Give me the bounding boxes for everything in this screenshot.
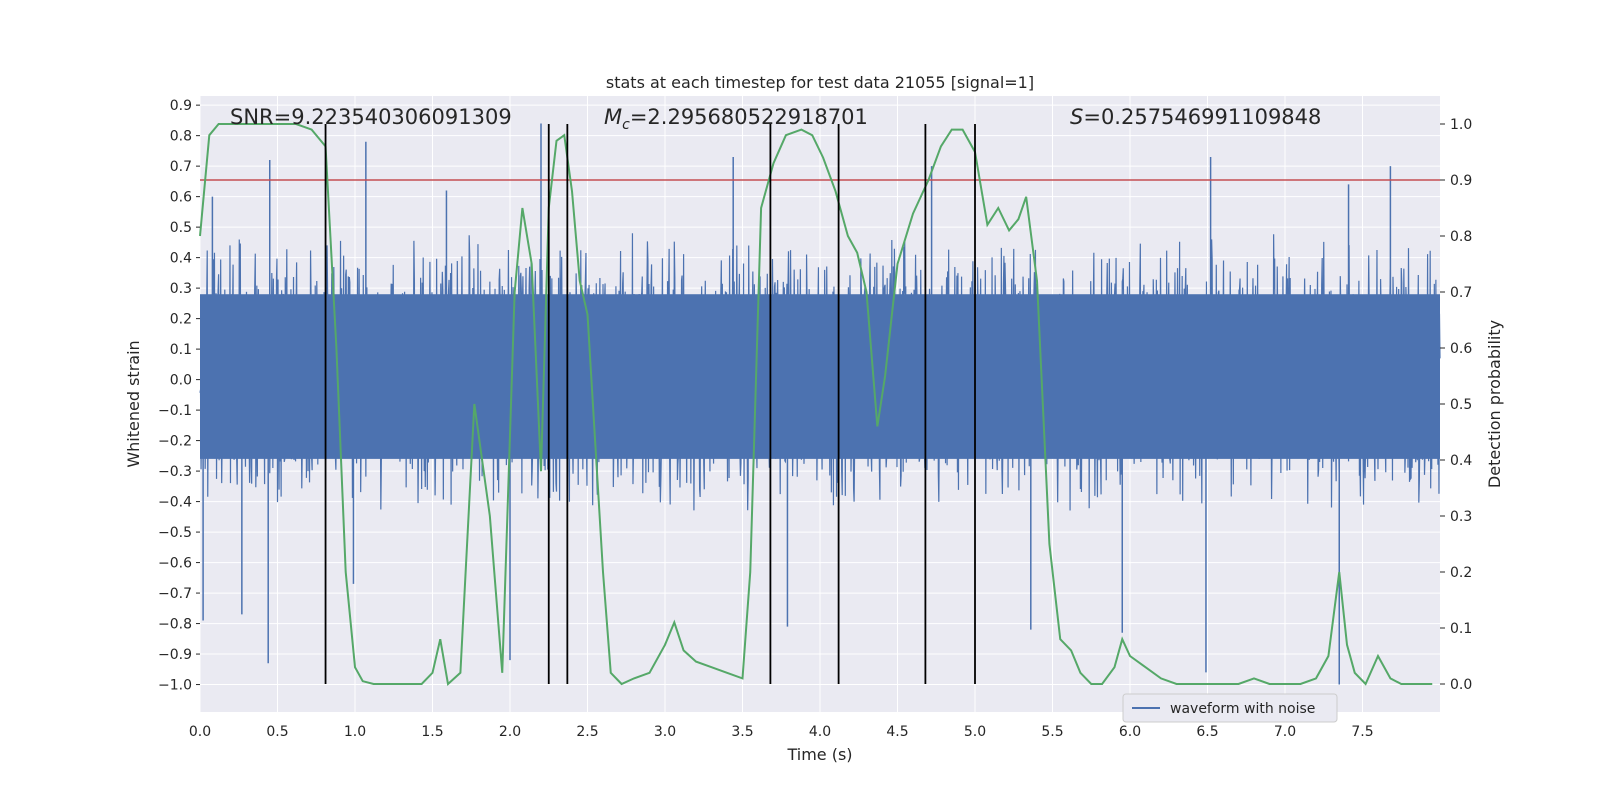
y2-tick-label: 0.1 xyxy=(1450,621,1472,637)
y2-axis-label: Detection probability xyxy=(1485,320,1504,488)
y-tick-label: −0.5 xyxy=(158,525,192,541)
legend-label: waveform with noise xyxy=(1170,701,1315,717)
y2-tick-label: 0.6 xyxy=(1450,341,1472,357)
s-annotation: S=0.257546991109848 xyxy=(1070,105,1321,129)
mc-subscript: c xyxy=(622,117,630,133)
legend: waveform with noise xyxy=(1122,693,1338,723)
x-tick-label: 1.5 xyxy=(421,724,443,740)
snr-annotation: SNR=9.223540306091309 xyxy=(230,105,512,129)
y-tick-label: −1.0 xyxy=(158,678,192,694)
mc-value: =2.295680522918701 xyxy=(630,105,868,129)
y-tick-label: −0.4 xyxy=(158,495,192,511)
y-tick-label: −0.1 xyxy=(158,403,192,419)
x-tick-label: 3.5 xyxy=(731,724,753,740)
y2-tick-label: 0.0 xyxy=(1450,677,1472,693)
waveform-series xyxy=(199,123,1441,685)
chart-title: stats at each timestep for test data 210… xyxy=(606,73,1034,92)
s-value: =0.257546991109848 xyxy=(1083,105,1321,129)
x-ticks: 0.0 0.5 1.0 1.5 2.0 2.5 3.0 3.5 4.0 4.5 5.0 5.5 6.0 6… xyxy=(189,724,1374,740)
y2-tick-label: 1.0 xyxy=(1450,117,1472,133)
y-tick-label: 0.1 xyxy=(170,342,192,358)
waveform-core xyxy=(200,294,1440,459)
y2-tick-label: 0.3 xyxy=(1450,509,1472,525)
x-axis-label: Time (s) xyxy=(786,745,852,764)
y2-tick-label: 0.4 xyxy=(1450,453,1472,469)
y-tick-label: 0.3 xyxy=(170,281,192,297)
y-tick-label: −0.9 xyxy=(158,647,192,663)
probability-line xyxy=(199,123,1433,686)
y2-tick-label: 0.9 xyxy=(1450,173,1472,189)
y2-tick-label: 0.2 xyxy=(1450,565,1472,581)
y-tick-label: 0.5 xyxy=(170,220,192,236)
y-tick-label: −0.8 xyxy=(158,617,192,633)
y-tick-label: −0.3 xyxy=(158,464,192,480)
x-tick-label: 1.0 xyxy=(344,724,366,740)
y-tick-label: 0.9 xyxy=(170,98,192,114)
x-tick-label: 0.0 xyxy=(189,724,211,740)
x-tick-label: 7.0 xyxy=(1274,724,1296,740)
y2-ticks: 1.0 0.9 0.8 0.7 0.6 0.5 0.4 0.3 0.2 0.1 0.0 xyxy=(1440,117,1472,693)
x-tick-label: 4.5 xyxy=(886,724,908,740)
legend-box xyxy=(1122,693,1338,723)
s-symbol: S xyxy=(1070,105,1083,129)
x-tick-label: 3.0 xyxy=(654,724,676,740)
y-tick-label: −0.6 xyxy=(158,556,192,572)
x-tick-label: 4.0 xyxy=(809,724,831,740)
y-tick-label: 0.4 xyxy=(170,251,192,267)
mc-annotation: Mc=2.295680522918701 xyxy=(604,105,868,133)
y-axis-label: Whitened strain xyxy=(124,340,143,467)
x-tick-label: 6.5 xyxy=(1196,724,1218,740)
y-tick-label: 0.7 xyxy=(170,159,192,175)
vertical-markers xyxy=(324,124,976,684)
x-tick-label: 5.0 xyxy=(964,724,986,740)
y-ticks: 0.9 0.8 0.7 0.6 0.5 0.4 0.3 0.2 0.1 0.0 −0.1 −0.2 −0… xyxy=(158,98,200,694)
y2-tick-label: 0.8 xyxy=(1450,229,1472,245)
y-tick-label: 0.8 xyxy=(170,129,192,145)
y2-tick-label: 0.5 xyxy=(1450,397,1472,413)
x-tick-label: 7.5 xyxy=(1351,724,1373,740)
x-tick-label: 5.5 xyxy=(1041,724,1063,740)
x-tick-label: 2.0 xyxy=(499,724,521,740)
y2-tick-label: 0.7 xyxy=(1450,285,1472,301)
x-tick-label: 0.5 xyxy=(266,724,288,740)
y-tick-label: −0.2 xyxy=(158,434,192,450)
y-tick-label: 0.0 xyxy=(170,373,192,389)
x-tick-label: 2.5 xyxy=(576,724,598,740)
y-tick-label: 0.6 xyxy=(170,190,192,206)
mc-symbol: M xyxy=(604,105,622,129)
x-tick-label: 6.0 xyxy=(1119,724,1141,740)
y-tick-label: −0.7 xyxy=(158,586,192,602)
probability-series xyxy=(199,123,1433,686)
y-tick-label: 0.2 xyxy=(170,312,192,328)
